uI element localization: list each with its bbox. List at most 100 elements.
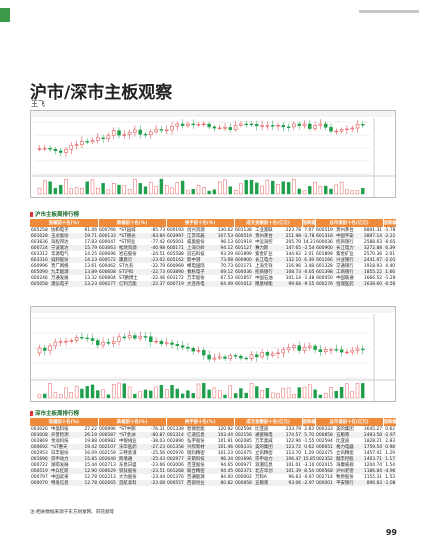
candle (133, 335, 137, 339)
table-cell: 15.44 (84, 462, 98, 468)
volume-bar (223, 394, 227, 399)
candle (122, 134, 127, 136)
table-cell: 603312 (31, 251, 48, 257)
table-cell: 000651 (316, 444, 333, 450)
table-cell: 002475 (316, 450, 333, 456)
candle (233, 125, 238, 130)
table-cell: 120.92 (217, 426, 234, 432)
table-cell: 1186.84 (363, 468, 383, 474)
volume-bar (292, 178, 296, 195)
candle (260, 125, 264, 127)
table-cell: 601899 (235, 251, 252, 257)
volume-bar (329, 188, 333, 195)
candle (117, 130, 121, 136)
volume-bar (223, 179, 227, 195)
candle (138, 336, 142, 339)
table-cell: 73.08 (220, 257, 234, 263)
table-cell: 600996 (31, 263, 48, 269)
table-cell: 创兴资源 (187, 228, 205, 233)
volume-bar (74, 385, 79, 399)
table-cell: 600036 (316, 239, 333, 245)
table-cell: 中银绒业 (119, 439, 137, 444)
table-cell: 新中港 (187, 258, 201, 263)
candle (127, 335, 132, 339)
table-cell: -27.23 (150, 444, 166, 450)
table-cell: 14.23 (303, 239, 316, 245)
table-cell: 立讯精密 (336, 451, 354, 456)
table-cell: 601138 (235, 227, 252, 233)
volume-bar (101, 389, 105, 399)
candle (318, 123, 323, 126)
table-cell: 600900 (316, 245, 333, 251)
table-cell: 贵州茅台 (255, 234, 273, 239)
volume-bar (339, 181, 344, 195)
candle (196, 124, 201, 126)
table-cell: 002665 (99, 480, 116, 486)
table-cell: 沃华医药 (119, 445, 137, 450)
table-cell: 威奥股份 (187, 240, 205, 245)
candle (159, 340, 164, 345)
volume-bar (191, 392, 195, 399)
candle (355, 124, 360, 129)
table-cell: 8891.31 (363, 227, 383, 233)
volume-bar (329, 387, 333, 399)
table-cell: 3645.27 (363, 426, 383, 432)
volume-bar (191, 189, 195, 195)
table-cell: 211.98 (285, 233, 302, 239)
table-cell: 605258 (31, 227, 48, 233)
header-row: 涨幅前十名(%)跌幅前十名(%)换手前十名(%)成交金额前十名(亿元)涨跌幅(%… (30, 219, 397, 227)
table-cell: -38.03 (150, 438, 166, 444)
table-cell: 17.83 (84, 239, 98, 245)
table-cell: 600050 (316, 275, 333, 281)
candle (265, 352, 270, 356)
volume-bar (355, 190, 360, 195)
candle (339, 349, 344, 353)
table-cell: 通富微电 (255, 433, 273, 438)
table-cell: 1457.41 (363, 450, 383, 456)
volume-bar (143, 186, 148, 195)
table-cell: 70.73 (220, 263, 234, 269)
table-cell: 101.39 (285, 468, 302, 474)
table-cell: 五粮液 (336, 433, 350, 438)
table-cell: 130.62 (217, 227, 234, 233)
table-cell: 比亚迪 (336, 439, 350, 444)
table-cell: 233.79 (285, 426, 302, 432)
volume-bar (249, 180, 254, 195)
table-cell: 1.66 (385, 269, 396, 275)
candle (90, 140, 95, 143)
candle (111, 340, 116, 344)
table-cell: 002415 (316, 462, 333, 468)
table-cell: 19.42 (84, 444, 98, 450)
table-cell: 贵州茅台 (336, 228, 354, 233)
table-cell: 2.01 (385, 251, 396, 257)
table-cell: 3.48 (304, 263, 315, 269)
volume-bar (85, 386, 89, 399)
candle (302, 347, 307, 351)
candle (196, 350, 201, 352)
candle (154, 340, 158, 343)
table-cell: 宁波富达 (51, 246, 69, 251)
volume-bar (286, 387, 291, 399)
table-cell: 601171 (235, 263, 252, 269)
table-cell: -60.87 (150, 432, 166, 438)
table-cell: -23.02 (150, 257, 166, 263)
table-cell: -23.44 (150, 474, 166, 480)
table-cell: 华源电气 (51, 252, 69, 257)
table-cell: 600969 (167, 263, 184, 269)
table-cell: -2.01 (384, 257, 396, 263)
table-cell: 27.22 (84, 426, 98, 432)
table-cell: 1759.54 (363, 444, 383, 450)
volume-bar (43, 180, 47, 195)
candle (69, 340, 74, 342)
volume-bar (297, 387, 301, 399)
candle (249, 123, 254, 126)
candle (48, 345, 52, 351)
candle (249, 354, 254, 359)
candle (143, 133, 148, 136)
candle (58, 341, 63, 343)
table-cell: *ST金洲 (119, 433, 136, 438)
table-cell: 600719 (167, 281, 184, 287)
table-cell: 7.07 (304, 227, 315, 233)
volume-bar (318, 394, 323, 399)
volume-bar (170, 384, 174, 399)
